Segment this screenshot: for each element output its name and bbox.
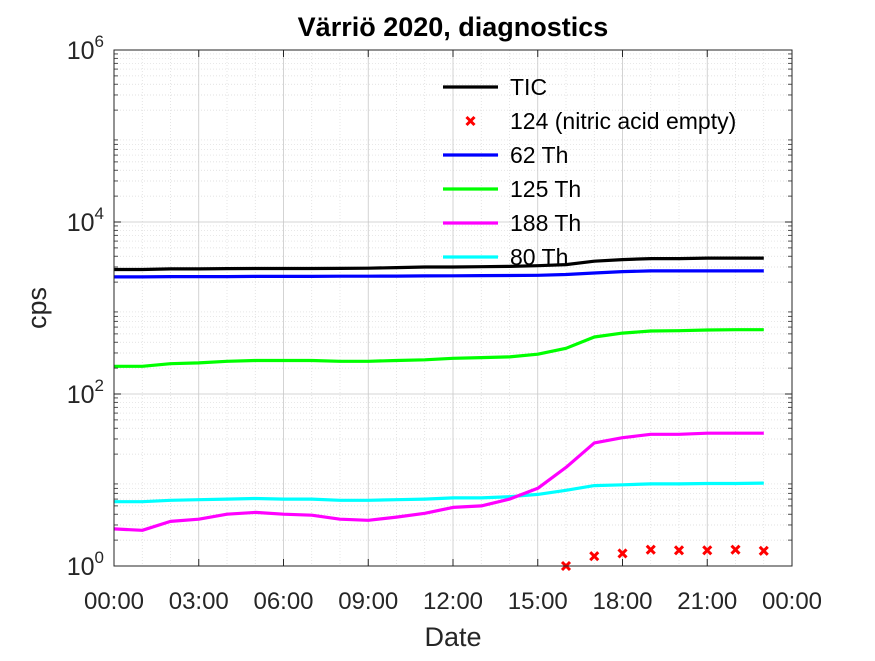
x-tick-label: 15:00 bbox=[508, 588, 568, 615]
x-tick-label: 21:00 bbox=[677, 588, 737, 615]
legend-label: 62 Th bbox=[510, 142, 568, 168]
legend-item: 125 Th bbox=[443, 176, 581, 202]
series-line-80-th bbox=[114, 481, 764, 504]
legend-label: TIC bbox=[510, 74, 547, 100]
series-line-tic bbox=[114, 256, 764, 272]
data-point-x-marker bbox=[645, 544, 656, 555]
data-point-x-marker bbox=[617, 548, 628, 559]
series-layer bbox=[113, 256, 769, 572]
legend-item: 188 Th bbox=[443, 210, 581, 236]
data-point-x-marker bbox=[702, 545, 713, 556]
x-tick-label: 12:00 bbox=[423, 588, 483, 615]
x-tick-label: 18:00 bbox=[592, 588, 652, 615]
legend-label: 80 Th bbox=[510, 244, 568, 270]
data-point-x-marker bbox=[730, 544, 741, 555]
data-point-x-marker bbox=[589, 551, 600, 562]
x-tick-label: 06:00 bbox=[253, 588, 313, 615]
y-tick-label: 100 bbox=[67, 548, 104, 581]
legend-swatch-marker bbox=[465, 115, 476, 127]
series-line-62-th bbox=[114, 269, 764, 279]
marker-stroke bbox=[589, 551, 600, 562]
marker-stroke bbox=[673, 545, 685, 556]
series-line-125-th bbox=[114, 328, 764, 368]
chart-title: Värriö 2020, diagnostics bbox=[298, 12, 609, 42]
marker-stroke bbox=[730, 544, 741, 555]
marker-stroke bbox=[645, 544, 656, 555]
marker-stroke bbox=[702, 545, 713, 556]
y-axis-label: cps bbox=[22, 287, 52, 329]
x-tick-label: 03:00 bbox=[169, 588, 229, 615]
x-tick-label: 09:00 bbox=[338, 588, 398, 615]
y-tick-label: 106 bbox=[67, 32, 104, 65]
x-axis-label: Date bbox=[424, 622, 481, 652]
axis-layer: 00:00 03:00 06:00 09:00 12:00 15:00 18:00 21:00… bbox=[67, 32, 822, 615]
x-tick-label: 00:00 bbox=[762, 588, 822, 615]
y-tick-label: 104 bbox=[67, 204, 104, 237]
legend: TIC 124 (nitric acid empty) 62 Th 125 Th 188… bbox=[443, 74, 736, 270]
data-point-x-marker bbox=[673, 545, 685, 556]
legend-label: 124 (nitric acid empty) bbox=[510, 108, 736, 134]
legend-label: 125 Th bbox=[510, 176, 581, 202]
legend-item: 124 (nitric acid empty) bbox=[465, 108, 736, 134]
legend-item: 80 Th bbox=[443, 244, 568, 270]
marker-stroke bbox=[758, 545, 769, 556]
legend-item: 62 Th bbox=[443, 142, 568, 168]
legend-item: TIC bbox=[443, 74, 547, 100]
y-tick-label: 102 bbox=[67, 376, 104, 409]
marker-stroke bbox=[617, 548, 628, 559]
x-tick-label: 00:00 bbox=[84, 588, 144, 615]
data-point-x-marker bbox=[758, 545, 769, 556]
legend-label: 188 Th bbox=[510, 210, 581, 236]
series-line-188-th bbox=[113, 431, 764, 532]
